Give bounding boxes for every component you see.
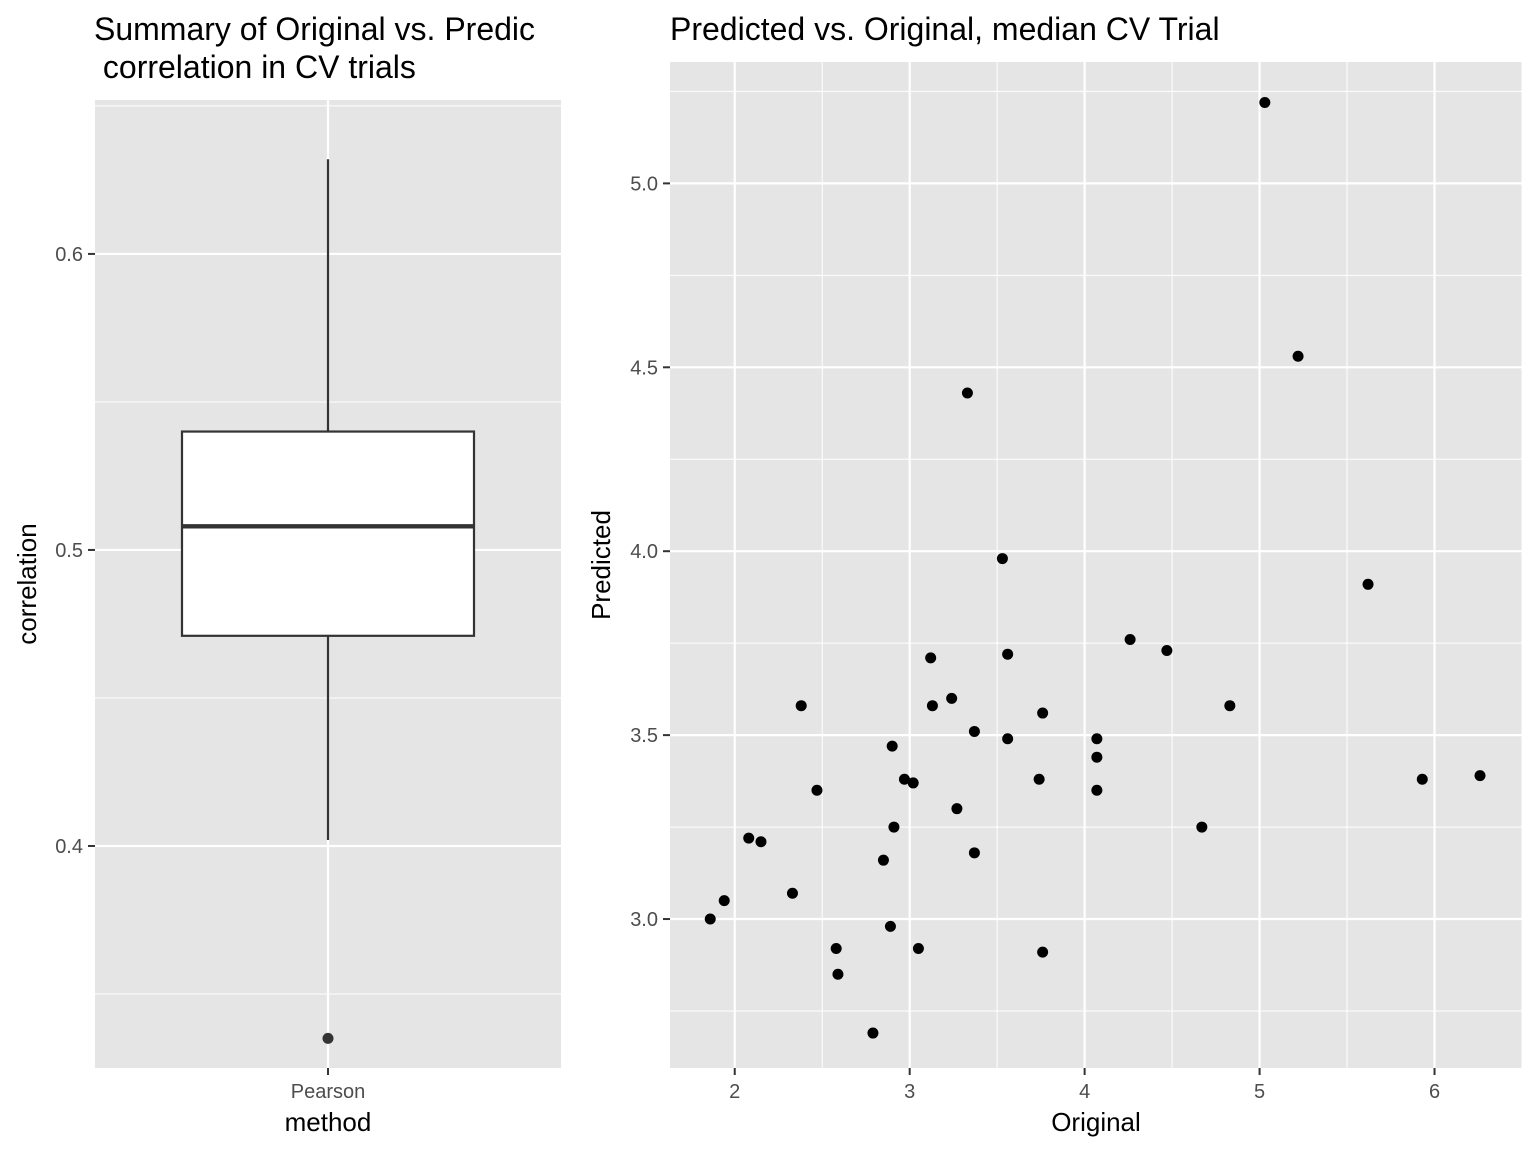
y-tick-label: 5.0 bbox=[630, 173, 658, 195]
scatter-point bbox=[1033, 773, 1045, 785]
scatter-point bbox=[1091, 751, 1103, 763]
scatter-point bbox=[830, 942, 842, 954]
scatter-point bbox=[1196, 821, 1208, 833]
scatter-gridlines bbox=[670, 62, 1523, 1068]
x-tick-label: 3 bbox=[904, 1081, 915, 1103]
scatter-point bbox=[898, 773, 910, 785]
x-tick-label: 4 bbox=[1079, 1081, 1090, 1103]
scatter-point bbox=[1037, 946, 1049, 958]
x-tick-label: 6 bbox=[1429, 1081, 1440, 1103]
scatter-point bbox=[795, 700, 807, 712]
outlier-point bbox=[322, 1032, 334, 1044]
scatter-point bbox=[1124, 633, 1136, 645]
scatter-y-ticks: 3.0 3.5 4.0 4.5 5.0 bbox=[630, 173, 670, 931]
scatter-title: Predicted vs. Original, median CV Trial bbox=[670, 11, 1220, 47]
scatter-x-ticks: 2 3 4 5 6 bbox=[729, 1068, 1440, 1103]
boxplot-y-axis-label: correlation bbox=[12, 523, 42, 644]
boxplot-marks bbox=[180, 159, 476, 1044]
scatter-point bbox=[832, 968, 844, 980]
scatter-point bbox=[1416, 773, 1428, 785]
scatter-point bbox=[886, 740, 898, 752]
scatter-point bbox=[1259, 96, 1271, 108]
scatter-point bbox=[867, 1027, 879, 1039]
scatter-plot-area bbox=[670, 62, 1522, 1068]
scatter-point bbox=[1224, 700, 1236, 712]
scatter-point bbox=[925, 652, 937, 664]
y-tick-label: 4.0 bbox=[630, 541, 658, 563]
scatter-point bbox=[1292, 350, 1304, 362]
scatter-point bbox=[1091, 784, 1103, 796]
scatter-point bbox=[946, 692, 958, 704]
scatter-point bbox=[786, 887, 798, 899]
scatter-point bbox=[926, 700, 938, 712]
y-tick-label: 0.5 bbox=[55, 540, 83, 562]
y-tick-label: 0.6 bbox=[55, 244, 83, 266]
scatter-point bbox=[996, 553, 1008, 565]
scatter-x-axis-label: Original bbox=[1051, 1107, 1141, 1137]
y-tick-label: 3.5 bbox=[630, 725, 658, 747]
scatter-point bbox=[951, 803, 963, 815]
scatter-point bbox=[718, 895, 730, 907]
x-tick-label: 2 bbox=[729, 1081, 740, 1103]
boxplot-x-ticks: Pearson bbox=[291, 1068, 366, 1103]
scatter-point bbox=[907, 777, 919, 789]
scatter-point bbox=[1362, 578, 1374, 590]
x-tick-label: 5 bbox=[1254, 1081, 1265, 1103]
scatter-y-axis-label: Predicted bbox=[586, 510, 616, 620]
boxplot-title-line-1: Summary of Original vs. Predic bbox=[94, 11, 535, 47]
y-tick-label: 0.4 bbox=[55, 836, 83, 858]
boxplot-y-ticks: 0.4 0.5 0.6 bbox=[55, 244, 95, 858]
scatter-point bbox=[888, 821, 900, 833]
scatter-point bbox=[1474, 770, 1486, 782]
box-iqr bbox=[180, 430, 476, 637]
scatter-point bbox=[1037, 707, 1049, 719]
y-tick-label: 3.0 bbox=[630, 909, 658, 931]
scatter-point bbox=[704, 913, 716, 925]
scatter-point bbox=[1002, 648, 1014, 660]
boxplot-panel: Summary of Original vs. Predic correlati… bbox=[12, 11, 561, 1137]
scatter-point bbox=[1161, 645, 1173, 657]
scatter-point bbox=[1002, 733, 1014, 745]
scatter-point bbox=[912, 942, 924, 954]
scatter-point bbox=[743, 832, 755, 844]
boxplot-title-line-2: correlation in CV trials bbox=[94, 49, 416, 85]
scatter-point bbox=[877, 854, 889, 866]
scatter-point bbox=[968, 725, 980, 737]
x-tick-label: Pearson bbox=[291, 1081, 366, 1103]
y-tick-label: 4.5 bbox=[630, 357, 658, 379]
scatter-point bbox=[884, 920, 896, 932]
scatter-point bbox=[755, 836, 767, 848]
boxplot-x-axis-label: method bbox=[285, 1107, 372, 1137]
scatter-point bbox=[961, 387, 973, 399]
scatter-point bbox=[968, 847, 980, 859]
scatter-panel: Predicted vs. Original, median CV Trial … bbox=[586, 11, 1523, 1137]
scatter-point bbox=[811, 784, 823, 796]
scatter-point bbox=[1091, 733, 1103, 745]
scatter-points bbox=[704, 96, 1486, 1039]
